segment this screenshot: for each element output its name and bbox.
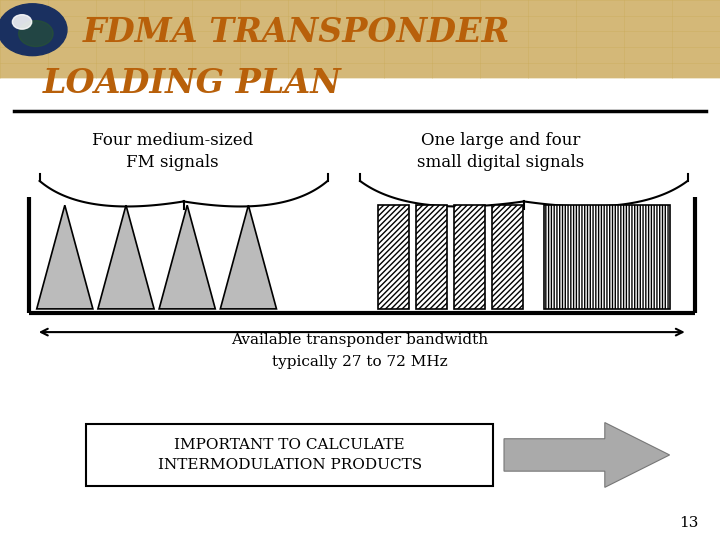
Bar	[544, 205, 670, 309]
Text: Available transponder bandwidth: Available transponder bandwidth	[231, 333, 489, 347]
Text: Four medium-sized
FM signals: Four medium-sized FM signals	[92, 132, 253, 171]
Text: typically 27 to 72 MHz: typically 27 to 72 MHz	[272, 355, 448, 369]
Text: LOADING PLAN: LOADING PLAN	[43, 67, 342, 100]
Polygon shape	[504, 422, 670, 487]
Bar	[378, 205, 409, 309]
Polygon shape	[37, 205, 93, 309]
Bar	[492, 205, 523, 309]
Polygon shape	[220, 205, 276, 309]
Bar	[86, 424, 493, 486]
Bar	[416, 205, 447, 309]
Bar	[454, 205, 485, 309]
Circle shape	[19, 21, 53, 46]
Polygon shape	[159, 205, 215, 309]
Text: IMPORTANT TO CALCULATE
INTERMODULATION PRODUCTS: IMPORTANT TO CALCULATE INTERMODULATION P…	[158, 438, 422, 472]
Polygon shape	[98, 205, 154, 309]
Text: 13: 13	[679, 516, 698, 530]
Text: FDMA TRANSPONDER: FDMA TRANSPONDER	[83, 16, 510, 49]
Circle shape	[0, 4, 67, 56]
Circle shape	[12, 15, 32, 29]
Text: One large and four
small digital signals: One large and four small digital signals	[417, 132, 584, 171]
Bar	[0, 0, 720, 78]
